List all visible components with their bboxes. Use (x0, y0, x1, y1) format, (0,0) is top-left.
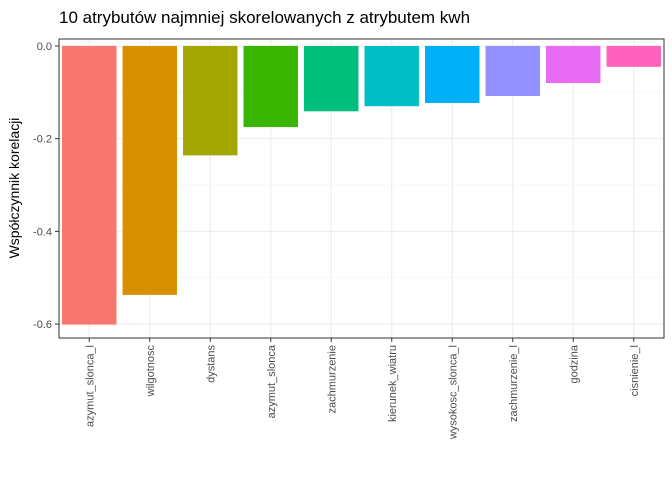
x-tick-label: azymut_slonca_l (84, 345, 96, 427)
y-axis-label: Współczynnik korelacji (6, 118, 22, 259)
bar-dystans (183, 45, 238, 156)
y-axis: 0.0 -0.2 -0.4 -0.6 (33, 41, 59, 331)
bar-wysokosc_slonca_l (425, 45, 480, 103)
bar-kierunek_wiatru (364, 45, 419, 107)
plot-frame (58, 38, 665, 339)
y-tick-label: -0.2 (33, 134, 52, 146)
x-tick-label: dystans (205, 345, 217, 383)
bar-azymut_slonca (243, 45, 298, 128)
x-tick-label: cisnienie_l (629, 345, 641, 396)
bar-azymut_slonca_l (62, 45, 117, 325)
bar-zachmurzenie_l (485, 45, 540, 97)
bar-cisnienie_l (606, 45, 661, 67)
x-tick-label: zachmurzenie_l (508, 345, 520, 422)
x-tick-label: zachmurzenie (326, 345, 338, 413)
x-tick-label: godzina (568, 344, 580, 383)
bar-godzina (546, 45, 601, 84)
bar-zachmurzenie (304, 45, 359, 112)
x-tick-label: wysokosc_slonca_l (447, 345, 459, 440)
x-tick-label: kierunek_wiatru (387, 345, 399, 422)
y-tick-label: -0.6 (33, 319, 52, 331)
y-tick-label: 0.0 (37, 41, 52, 53)
bar-wilgotnosc (122, 45, 177, 295)
y-tick-label: -0.4 (33, 226, 52, 238)
x-tick-label: azymut_slonca (266, 344, 278, 418)
bars (62, 45, 661, 325)
x-axis: azymut_slonca_l wilgotnosc dystans azymut_s… (84, 338, 641, 440)
chart-title: 10 atrybutów najmniej skorelowanych z at… (59, 8, 470, 27)
x-tick-label: wilgotnosc (145, 345, 157, 398)
